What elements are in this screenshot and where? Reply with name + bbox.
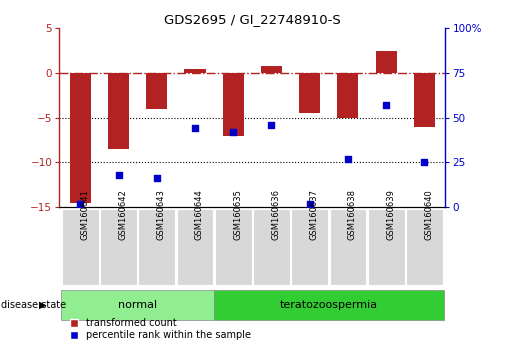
- Text: GSM160641: GSM160641: [80, 190, 89, 240]
- Bar: [146, 73, 167, 109]
- Point: [152, 176, 161, 181]
- FancyBboxPatch shape: [61, 290, 214, 320]
- Text: GSM160637: GSM160637: [310, 189, 319, 240]
- Point: [191, 126, 199, 131]
- Bar: [70, 73, 91, 202]
- Bar: [299, 73, 320, 113]
- Text: GSM160639: GSM160639: [386, 189, 395, 240]
- FancyBboxPatch shape: [368, 209, 405, 285]
- Point: [76, 201, 84, 206]
- Text: teratozoospermia: teratozoospermia: [280, 299, 378, 310]
- Text: ▶: ▶: [39, 299, 46, 310]
- FancyBboxPatch shape: [330, 209, 366, 285]
- Text: disease state: disease state: [1, 299, 66, 310]
- FancyBboxPatch shape: [215, 209, 252, 285]
- FancyBboxPatch shape: [177, 209, 213, 285]
- Point: [114, 172, 123, 178]
- FancyBboxPatch shape: [62, 209, 98, 285]
- Text: GSM160640: GSM160640: [424, 190, 434, 240]
- Bar: [375, 51, 397, 73]
- Text: GSM160644: GSM160644: [195, 190, 204, 240]
- Point: [344, 156, 352, 162]
- Point: [229, 129, 237, 135]
- Bar: [414, 73, 435, 127]
- Point: [267, 122, 276, 128]
- Text: GSM160635: GSM160635: [233, 189, 242, 240]
- Bar: [184, 69, 205, 73]
- Bar: [222, 73, 244, 136]
- FancyBboxPatch shape: [253, 209, 290, 285]
- Text: GSM160642: GSM160642: [118, 190, 128, 240]
- Point: [382, 102, 390, 108]
- Text: GSM160643: GSM160643: [157, 189, 166, 240]
- Bar: [108, 73, 129, 149]
- FancyBboxPatch shape: [406, 209, 443, 285]
- Text: GSM160638: GSM160638: [348, 189, 357, 240]
- Point: [305, 201, 314, 206]
- FancyBboxPatch shape: [139, 209, 175, 285]
- Bar: [337, 73, 358, 118]
- Bar: [261, 66, 282, 73]
- FancyBboxPatch shape: [214, 290, 443, 320]
- Point: [420, 160, 428, 165]
- Title: GDS2695 / GI_22748910-S: GDS2695 / GI_22748910-S: [164, 13, 341, 26]
- Text: normal: normal: [118, 299, 157, 310]
- FancyBboxPatch shape: [291, 209, 328, 285]
- Text: GSM160636: GSM160636: [271, 189, 281, 240]
- Legend: transformed count, percentile rank within the sample: transformed count, percentile rank withi…: [64, 318, 251, 340]
- FancyBboxPatch shape: [100, 209, 137, 285]
